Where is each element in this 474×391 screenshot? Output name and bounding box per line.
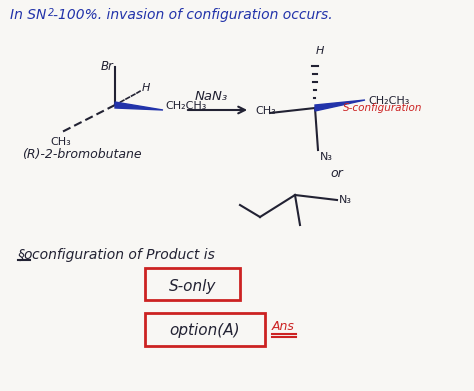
Text: CH₂CH₃: CH₂CH₃ (368, 96, 410, 106)
Text: CH₂CH₃: CH₂CH₃ (165, 101, 206, 111)
Text: In SN: In SN (10, 8, 46, 22)
Text: Ans: Ans (272, 319, 295, 332)
Text: configuration of Product is: configuration of Product is (32, 248, 215, 262)
Text: H: H (142, 83, 150, 93)
Bar (145, 268, 240, 300)
Text: (R)-2-bromobutane: (R)-2-bromobutane (22, 148, 142, 161)
Polygon shape (115, 102, 163, 110)
Bar (145, 313, 265, 346)
Text: -: - (52, 10, 57, 24)
Text: CH₃: CH₃ (50, 137, 71, 147)
Text: S-only: S-only (169, 278, 217, 294)
Text: 2: 2 (48, 8, 54, 18)
Text: Br: Br (100, 60, 113, 73)
Text: or: or (330, 167, 343, 180)
Text: S-configuration: S-configuration (343, 103, 422, 113)
Text: N₃: N₃ (339, 195, 352, 205)
Text: CH₃: CH₃ (255, 106, 276, 116)
Polygon shape (315, 100, 365, 111)
Text: option(A): option(A) (170, 323, 240, 339)
Text: H: H (316, 46, 324, 56)
Text: §o: §o (18, 248, 34, 262)
Text: NaN₃: NaN₃ (195, 90, 228, 103)
Text: 100%. invasion of configuration occurs.: 100%. invasion of configuration occurs. (58, 8, 333, 22)
Text: N₃: N₃ (320, 152, 333, 162)
